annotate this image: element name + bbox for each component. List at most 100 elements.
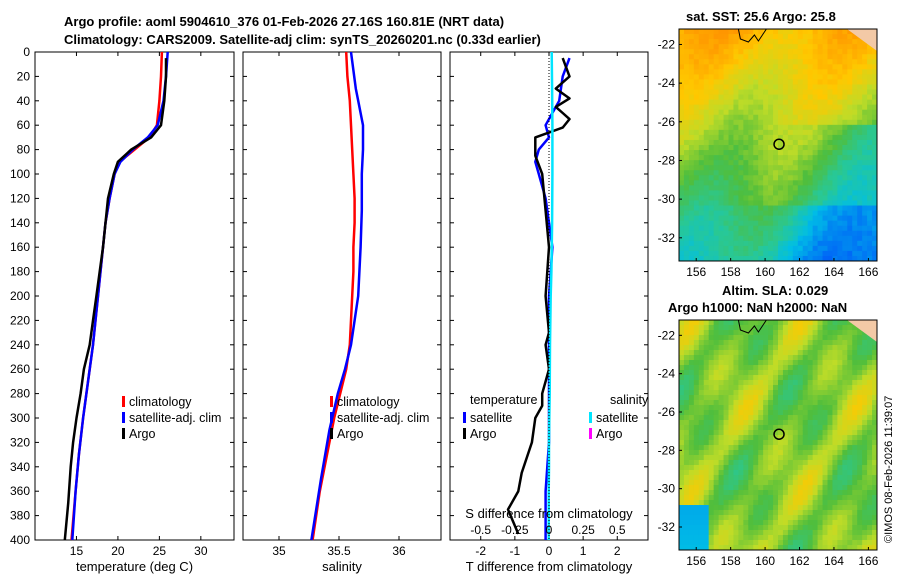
map-cell <box>792 215 799 222</box>
map-cell <box>753 365 759 371</box>
map-cell <box>807 160 814 166</box>
map-cell <box>683 29 690 35</box>
map-cell <box>847 124 853 131</box>
map-cell <box>768 235 774 242</box>
map-cell <box>683 395 690 401</box>
map-cell <box>778 530 784 536</box>
map-cell <box>792 84 799 91</box>
map-cell <box>738 345 744 351</box>
map-cell <box>679 475 685 481</box>
map-cell <box>812 99 819 106</box>
map-cell <box>773 415 779 421</box>
map-cell <box>797 59 804 65</box>
map-cell <box>708 465 715 471</box>
map-cell <box>862 480 868 486</box>
map-cell <box>867 84 873 91</box>
map-cell <box>713 320 720 326</box>
map-cell <box>797 540 804 546</box>
map-cell <box>688 525 695 531</box>
map-cell <box>738 540 744 546</box>
map-cell <box>703 240 710 247</box>
map-cell <box>867 235 873 242</box>
map-cell <box>817 240 824 247</box>
map-cell <box>693 365 700 371</box>
map-cell <box>842 200 848 207</box>
map-cell <box>733 124 739 131</box>
map-cell <box>768 104 774 111</box>
map-cell <box>792 495 799 501</box>
map-cell <box>698 350 705 356</box>
map-cell <box>867 64 873 70</box>
coastline <box>737 320 767 334</box>
map-cell <box>693 215 700 222</box>
map-cell <box>842 240 848 247</box>
map-cell <box>857 245 863 252</box>
map-cell <box>688 540 695 546</box>
map-cell <box>758 405 764 411</box>
map-cell <box>857 49 863 55</box>
map-cell <box>738 89 744 96</box>
map-cell <box>787 134 794 141</box>
map-cell <box>753 29 759 35</box>
map-cell <box>857 220 863 227</box>
map-cell <box>802 29 809 35</box>
map-cell <box>738 245 744 252</box>
map-cell <box>758 59 764 65</box>
map-cell <box>867 535 873 541</box>
map-cell <box>792 410 799 416</box>
sst-map-xtick-label: 158 <box>721 265 741 279</box>
map-cell <box>733 370 739 376</box>
map-cell <box>872 99 877 106</box>
map-cell <box>797 365 804 371</box>
map-cell <box>852 530 858 536</box>
map-cell <box>723 104 730 111</box>
map-cell <box>728 235 735 242</box>
map-cell <box>847 155 853 161</box>
map-cell <box>773 109 779 116</box>
map-cell <box>857 235 863 242</box>
map-cell <box>822 84 829 91</box>
map-cell <box>842 180 848 186</box>
map-cell <box>688 320 695 326</box>
map-cell <box>718 330 725 336</box>
map-cell <box>758 165 764 171</box>
map-cell <box>852 79 858 86</box>
map-cell <box>763 435 769 441</box>
map-cell <box>872 355 877 361</box>
map-cell <box>703 520 710 526</box>
map-cell <box>817 205 824 212</box>
map-cell <box>758 500 764 506</box>
map-cell <box>842 124 848 131</box>
map-cell <box>698 480 705 486</box>
map-cell <box>812 405 819 411</box>
map-cell <box>698 129 705 136</box>
map-cell <box>743 89 749 96</box>
map-cell <box>822 500 829 506</box>
map-cell <box>812 450 819 456</box>
map-cell <box>778 129 784 136</box>
map-cell <box>802 440 809 446</box>
map-cell <box>852 370 858 376</box>
map-cell <box>792 370 799 376</box>
map-cell <box>782 39 789 45</box>
map-cell <box>679 185 685 191</box>
map-cell <box>842 74 848 81</box>
map-cell <box>758 64 764 70</box>
sst-map-ytick-label: -24 <box>658 76 676 90</box>
map-cell <box>827 99 834 106</box>
map-cell <box>679 124 685 131</box>
map-cell <box>773 380 779 386</box>
map-cell <box>827 200 834 207</box>
map-cell <box>748 420 754 426</box>
map-cell <box>842 44 848 50</box>
map-cell <box>827 49 834 55</box>
map-cell <box>718 175 725 181</box>
map-cell <box>822 220 829 227</box>
map-cell <box>723 94 730 101</box>
map-cell <box>708 240 715 247</box>
map-cell <box>713 210 720 217</box>
map-cell <box>867 345 873 351</box>
map-cell <box>688 124 695 131</box>
map-cell <box>743 445 749 451</box>
ytick-label: 360 <box>10 484 30 498</box>
